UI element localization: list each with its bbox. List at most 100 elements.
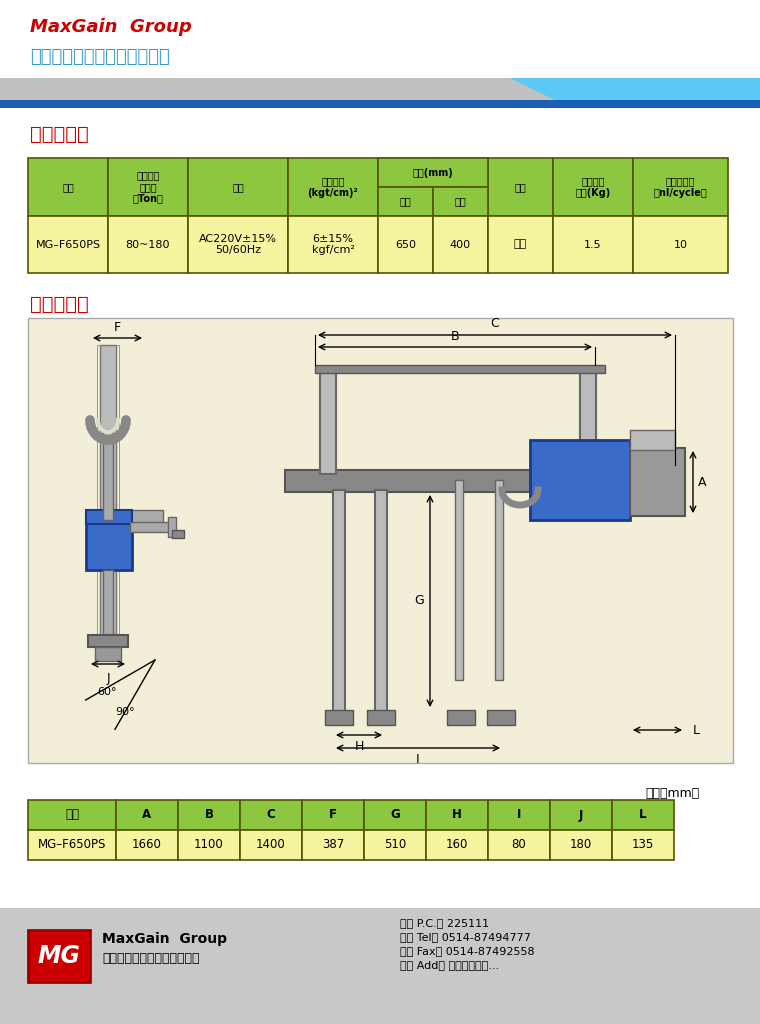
Text: 电源: 电源 <box>232 182 244 193</box>
Bar <box>433 158 488 216</box>
Text: 电话 Tel： 0514-87494777: 电话 Tel： 0514-87494777 <box>400 932 531 942</box>
Text: 单位（mm）: 单位（mm） <box>646 787 700 800</box>
Bar <box>364 800 426 830</box>
Bar <box>553 158 633 216</box>
Bar <box>108 510 163 524</box>
Text: I: I <box>416 753 420 766</box>
Bar <box>487 710 515 725</box>
Bar <box>240 830 302 860</box>
Text: 90°: 90° <box>116 707 135 717</box>
Bar <box>580 370 596 474</box>
Text: 尺寸图表：: 尺寸图表： <box>30 295 89 314</box>
Text: 135: 135 <box>632 839 654 852</box>
Bar <box>103 430 113 520</box>
Text: 行程(mm): 行程(mm) <box>413 168 454 177</box>
Bar <box>633 216 728 273</box>
Bar <box>364 830 426 860</box>
Bar <box>103 570 113 635</box>
Text: 1100: 1100 <box>194 839 224 852</box>
Bar <box>378 216 433 273</box>
Text: 扬州迈极自动化设备有限公司: 扬州迈极自动化设备有限公司 <box>30 48 169 66</box>
Text: 邮编 P.C.： 225111: 邮编 P.C.： 225111 <box>400 918 489 928</box>
Text: C: C <box>267 809 275 821</box>
Bar <box>28 800 116 830</box>
Bar <box>108 158 188 216</box>
Text: AC220V±15%
50/60Hz: AC220V±15% 50/60Hz <box>199 233 277 255</box>
Text: 扬州迈极自动化设备有限公司: 扬州迈极自动化设备有限公司 <box>102 952 199 965</box>
Bar <box>488 216 553 273</box>
Text: L: L <box>693 724 700 736</box>
Text: 1.5: 1.5 <box>584 240 602 250</box>
Bar <box>0 100 760 108</box>
Bar <box>100 345 116 640</box>
Bar <box>86 510 132 524</box>
Bar <box>367 710 395 725</box>
Text: L: L <box>639 809 647 821</box>
Text: MaxGain  Group: MaxGain Group <box>102 932 227 946</box>
Bar <box>378 158 433 216</box>
Text: 空气消耗量
（nl/cycle）: 空气消耗量 （nl/cycle） <box>654 176 708 198</box>
Bar <box>333 490 345 715</box>
Text: 1400: 1400 <box>256 839 286 852</box>
Bar <box>288 158 378 216</box>
Bar <box>178 830 240 860</box>
Bar <box>530 440 630 520</box>
Text: H: H <box>452 809 462 821</box>
Text: 180: 180 <box>570 839 592 852</box>
Bar <box>97 345 119 640</box>
Bar <box>426 800 488 830</box>
Bar <box>325 710 353 725</box>
Bar <box>168 517 176 537</box>
Text: A: A <box>142 809 151 821</box>
Text: 技术参数：: 技术参数： <box>30 125 89 144</box>
Bar <box>172 530 184 538</box>
Bar <box>633 158 728 216</box>
Bar <box>28 216 108 273</box>
Text: 引拔: 引拔 <box>454 197 467 207</box>
Text: MG: MG <box>37 944 81 968</box>
Text: 使用气压
(kgt/cm)²: 使用气压 (kgt/cm)² <box>308 176 359 198</box>
Text: 387: 387 <box>322 839 344 852</box>
Bar <box>28 930 90 982</box>
Bar <box>488 158 553 216</box>
Text: F: F <box>113 321 121 334</box>
Text: F: F <box>329 809 337 821</box>
Bar <box>116 800 178 830</box>
Bar <box>178 800 240 830</box>
Bar <box>315 365 605 373</box>
Text: MG–F650PS: MG–F650PS <box>36 240 100 250</box>
Text: 传真 Fax： 0514-87492558: 传真 Fax： 0514-87492558 <box>400 946 534 956</box>
Bar <box>108 216 188 273</box>
Text: G: G <box>390 809 400 821</box>
Bar <box>28 158 108 216</box>
Bar <box>0 78 560 100</box>
Text: C: C <box>491 317 499 330</box>
Bar <box>612 830 674 860</box>
Bar <box>378 158 488 187</box>
Text: 10: 10 <box>673 240 688 250</box>
Bar <box>130 522 170 532</box>
Polygon shape <box>510 78 760 100</box>
Bar <box>86 520 132 570</box>
Text: 机型: 机型 <box>62 182 74 193</box>
Text: 姿势: 姿势 <box>515 182 527 193</box>
Text: J: J <box>106 672 109 685</box>
Bar <box>495 480 503 680</box>
Bar <box>488 830 550 860</box>
Bar <box>0 0 760 110</box>
Bar <box>28 318 733 763</box>
Text: 650: 650 <box>395 240 416 250</box>
Bar <box>433 216 488 273</box>
Text: 适用注塑
机型号
（Ton）: 适用注塑 机型号 （Ton） <box>132 170 163 204</box>
Text: 地址 Add： 扬州市那江区...: 地址 Add： 扬州市那江区... <box>400 961 499 970</box>
Text: B: B <box>204 809 214 821</box>
Text: 1660: 1660 <box>132 839 162 852</box>
Bar <box>447 710 475 725</box>
Bar <box>302 830 364 860</box>
Text: A: A <box>698 475 707 488</box>
Bar <box>550 830 612 860</box>
Bar <box>88 635 128 647</box>
Bar <box>302 800 364 830</box>
Bar <box>630 449 685 516</box>
Bar <box>433 187 488 216</box>
